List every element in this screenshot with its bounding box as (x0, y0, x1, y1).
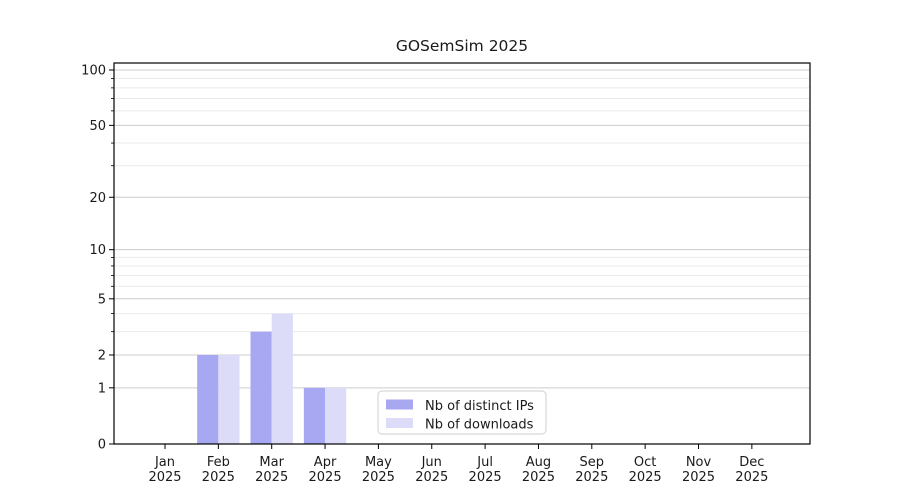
x-tick-label-may: May 2025 (362, 455, 395, 485)
x-tick-label-aug: Aug 2025 (522, 455, 555, 485)
x-tick-label-sep: Sep 2025 (575, 455, 608, 485)
y-tick-label: 1 (98, 381, 106, 396)
x-tick-label-dec: Dec 2025 (735, 455, 768, 485)
bar-feb-downloads (218, 354, 240, 444)
x-tick-label-jan: Jan 2025 (148, 455, 181, 485)
legend: Nb of distinct IPs Nb of downloads (377, 390, 547, 435)
x-tick-label-mar: Mar 2025 (255, 455, 288, 485)
legend-label-distinct-ips: Nb of distinct IPs (425, 399, 534, 414)
y-tick-label: 5 (98, 292, 106, 307)
y-tick-label: 50 (89, 119, 106, 134)
y-tick-label: 10 (89, 243, 106, 258)
bar-apr-downloads (325, 387, 347, 444)
y-tick-label: 2 (98, 348, 106, 363)
bars-layer (197, 313, 347, 444)
legend-box (377, 390, 547, 435)
bar-mar-downloads (271, 313, 293, 444)
grid-layer (114, 69, 810, 389)
x-tick-label-jun: Jun 2025 (415, 455, 448, 485)
x-tick-label-apr: Apr 2025 (309, 455, 342, 485)
legend-swatch-distinct-ips (386, 399, 413, 410)
axes-layer: 0 1 2 5 10 20 50 100 Jan 2025 Feb 2025 Mar 2025 Apr 202… (81, 62, 811, 485)
x-tick-label-nov: Nov 2025 (682, 455, 715, 485)
x-tick-label-feb: Feb 2025 (202, 455, 235, 485)
chart-title: GOSemSim 2025 (396, 37, 528, 55)
bar-mar-distinct-ips (250, 331, 272, 444)
legend-swatch-downloads (386, 418, 413, 428)
legend-label-downloads: Nb of downloads (425, 418, 534, 433)
x-tick-label-jul: Jul 2025 (469, 455, 502, 485)
bar-feb-distinct-ips (197, 354, 219, 444)
plot-frame (113, 62, 811, 445)
y-tick-label: 20 (89, 191, 106, 206)
y-tick-label: 100 (81, 63, 106, 78)
bar-apr-distinct-ips (303, 387, 326, 444)
y-tick-label: 0 (98, 438, 106, 453)
x-tick-label-oct: Oct 2025 (629, 455, 662, 485)
